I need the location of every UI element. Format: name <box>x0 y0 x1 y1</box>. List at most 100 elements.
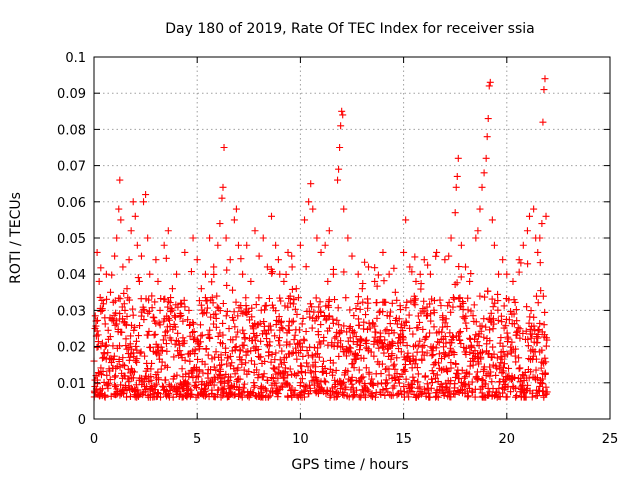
data-point <box>244 347 252 355</box>
data-point <box>392 376 400 384</box>
data-point <box>445 298 453 306</box>
data-point <box>484 350 492 358</box>
data-point <box>361 393 369 401</box>
data-point <box>438 328 446 336</box>
data-point <box>241 380 249 388</box>
data-point <box>359 298 367 306</box>
data-point <box>420 341 428 349</box>
data-point <box>213 303 221 311</box>
data-point <box>127 384 135 392</box>
data-point <box>251 382 259 390</box>
data-point <box>513 317 521 325</box>
data-point <box>513 331 521 339</box>
data-point <box>362 364 370 372</box>
data-point <box>102 270 110 278</box>
data-point <box>538 380 546 388</box>
data-point <box>177 299 185 307</box>
data-point <box>314 312 322 320</box>
data-point <box>158 358 166 366</box>
data-point <box>166 316 174 324</box>
data-point <box>204 374 212 382</box>
data-point <box>469 312 477 320</box>
data-point <box>356 305 364 313</box>
data-point <box>464 306 472 314</box>
data-point <box>393 370 401 378</box>
data-point <box>288 318 296 326</box>
data-point <box>274 390 282 398</box>
data-point <box>162 376 170 384</box>
data-point <box>131 212 139 220</box>
data-point <box>449 294 457 302</box>
data-point <box>230 365 238 373</box>
data-point <box>402 375 410 383</box>
data-point <box>416 318 424 326</box>
data-point <box>196 321 204 329</box>
data-point <box>467 343 475 351</box>
data-point <box>214 241 222 249</box>
data-point <box>424 386 432 394</box>
data-point <box>488 216 496 224</box>
data-point <box>426 329 434 337</box>
data-point <box>162 254 170 262</box>
data-point <box>291 331 299 339</box>
data-point <box>333 388 341 396</box>
data-point <box>148 359 156 367</box>
data-point <box>315 353 323 361</box>
data-point <box>216 220 224 228</box>
data-point <box>127 227 135 235</box>
data-point <box>297 367 305 375</box>
data-point <box>495 384 503 392</box>
y-axis-label: ROTI / TECUs <box>8 192 24 284</box>
data-point <box>104 326 112 334</box>
data-point <box>225 325 233 333</box>
data-point <box>536 234 544 242</box>
data-point <box>315 303 323 311</box>
data-point <box>130 374 138 382</box>
data-point <box>435 359 443 367</box>
data-point <box>310 308 318 316</box>
data-point <box>534 248 542 256</box>
data-point <box>480 315 488 323</box>
data-point <box>412 356 420 364</box>
data-point <box>460 374 468 382</box>
data-point <box>450 295 458 303</box>
data-point <box>192 384 200 392</box>
data-point <box>525 355 533 363</box>
data-point <box>408 381 416 389</box>
data-point <box>492 371 500 379</box>
data-point <box>201 294 209 302</box>
data-point <box>157 393 165 401</box>
data-point <box>530 205 538 213</box>
data-point <box>113 234 121 242</box>
data-point <box>125 296 133 304</box>
x-tick-label: 15 <box>395 432 412 447</box>
data-point <box>447 377 455 385</box>
data-point <box>236 346 244 354</box>
data-point <box>473 338 481 346</box>
data-point <box>493 393 501 401</box>
data-point <box>311 358 319 366</box>
data-point <box>371 393 379 401</box>
data-point <box>420 297 428 305</box>
data-point <box>446 344 454 352</box>
data-point <box>210 363 218 371</box>
data-point <box>362 311 370 319</box>
data-point <box>450 351 458 359</box>
x-tick-label: 20 <box>499 432 516 447</box>
data-point <box>218 194 226 202</box>
data-point <box>207 366 215 374</box>
y-tick-label: 0.06 <box>57 196 86 211</box>
data-point <box>515 365 523 373</box>
data-point <box>398 370 406 378</box>
data-point <box>426 270 434 278</box>
data-point <box>240 341 248 349</box>
data-point <box>278 324 286 332</box>
data-point <box>499 256 507 264</box>
data-point <box>486 372 494 380</box>
data-point <box>434 338 442 346</box>
data-point <box>174 303 182 311</box>
data-point <box>157 365 165 373</box>
data-point <box>151 298 159 306</box>
data-point <box>455 329 463 337</box>
data-point <box>477 327 485 335</box>
